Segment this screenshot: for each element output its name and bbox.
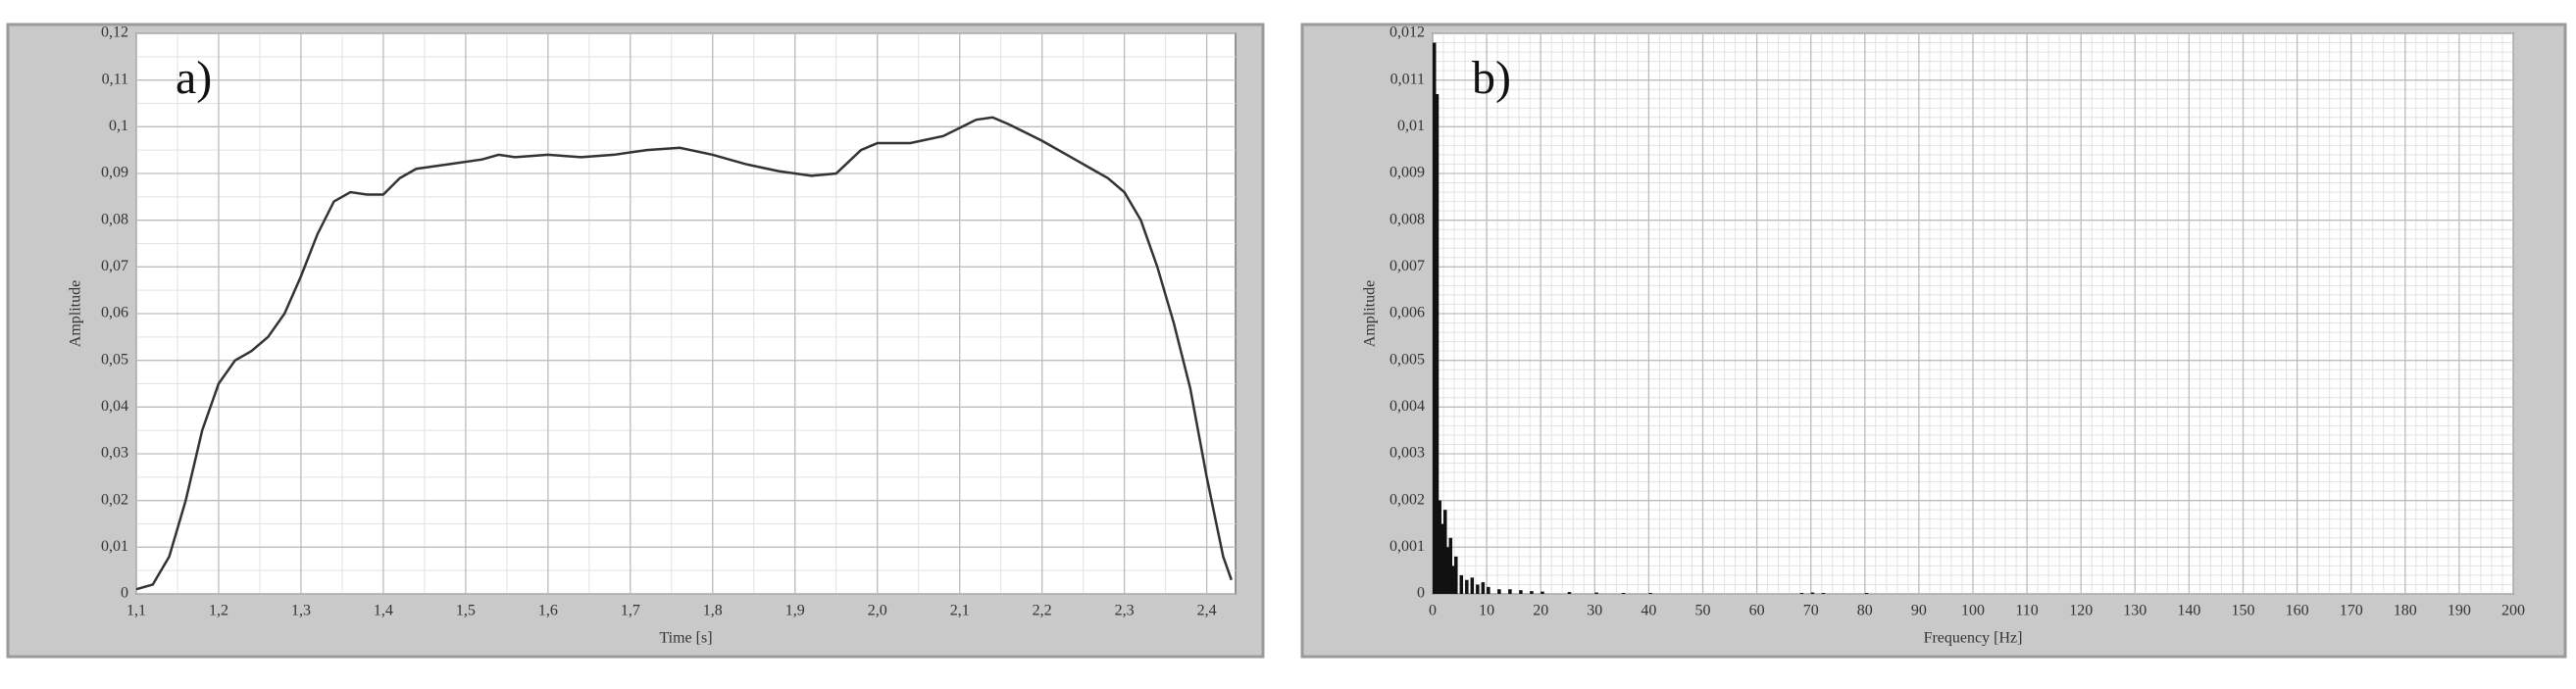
bar <box>1864 593 1869 594</box>
x-tick-label: 2,3 <box>1115 603 1135 619</box>
x-tick-label: 1,2 <box>209 603 228 619</box>
annotation: a) <box>176 52 212 104</box>
y-tick-label: 0,008 <box>1389 211 1425 227</box>
chart-panel: 0 10 20 30 40 50 60 70 80 90 100 110 120 130 140 150 160… <box>1300 23 2567 659</box>
x-tick-label: 2,0 <box>868 603 887 619</box>
y-tick-label: 0,004 <box>1389 398 1425 415</box>
y-tick-label: 0,02 <box>101 491 128 508</box>
y-tick-label: 0,003 <box>1389 445 1425 462</box>
bar <box>1435 93 1440 594</box>
y-tick-label: 0,001 <box>1389 538 1425 555</box>
bar <box>1459 574 1464 594</box>
x-tick-label: 90 <box>1911 603 1927 619</box>
y-tick-label: 0 <box>1417 585 1425 602</box>
x-tick-label: 1,6 <box>538 603 558 619</box>
y-tick-label: 0,005 <box>1389 351 1425 368</box>
x-tick-label: 70 <box>1803 603 1819 619</box>
x-tick-label: 10 <box>1479 603 1494 619</box>
bar <box>1621 593 1626 594</box>
x-tick-label: 180 <box>2394 603 2417 619</box>
bar <box>1810 592 1815 594</box>
x-tick-label: 160 <box>2286 603 2309 619</box>
y-tick-label: 0,002 <box>1389 491 1425 508</box>
y-axis-label: Amplitude <box>68 280 84 347</box>
x-axis-label: Frequency [Hz] <box>1924 630 2023 647</box>
chart-panel: 1,1 1,2 1,3 1,4 1,5 1,6 1,7 1,8 1,9 2,0 2,1 2,2 2,3 2… <box>6 23 1265 659</box>
x-tick-label: 30 <box>1587 603 1602 619</box>
x-tick-label: 1,7 <box>621 603 640 619</box>
x-tick-label: 0 <box>1429 603 1437 619</box>
y-tick-label: 0,03 <box>101 445 128 462</box>
y-tick-label: 0,07 <box>101 258 128 274</box>
bar <box>1448 537 1453 594</box>
x-tick-label: 150 <box>2232 603 2255 619</box>
y-tick-label: 0,011 <box>1390 71 1425 87</box>
bar <box>1481 582 1486 594</box>
bar <box>1433 42 1437 595</box>
x-tick-label: 1,4 <box>374 603 393 619</box>
bar <box>1445 547 1450 594</box>
x-tick-label: 190 <box>2448 603 2471 619</box>
x-tick-label: 1,1 <box>126 603 146 619</box>
y-axis-label: Amplitude <box>1362 280 1379 347</box>
bar <box>1508 589 1512 594</box>
bar <box>1440 523 1444 594</box>
x-tick-label: 40 <box>1641 603 1656 619</box>
x-tick-label: 2,4 <box>1197 603 1217 619</box>
bar <box>1487 586 1490 594</box>
y-tick-label: 0,1 <box>109 118 128 134</box>
bar <box>1443 510 1447 594</box>
data-line <box>135 116 1233 591</box>
y-tick-label: 0,12 <box>101 25 128 41</box>
y-tick-label: 0,006 <box>1389 305 1425 321</box>
y-tick-label: 0,09 <box>101 165 128 181</box>
y-tick-label: 0,05 <box>101 351 128 368</box>
x-tick-label: 80 <box>1857 603 1873 619</box>
y-tick-label: 0,009 <box>1389 165 1425 181</box>
x-tick-label: 200 <box>2501 603 2525 619</box>
y-tick-label: 0,012 <box>1389 25 1425 41</box>
x-tick-label: 1,5 <box>456 603 476 619</box>
x-tick-label: 2,1 <box>950 603 970 619</box>
x-tick-label: 60 <box>1749 603 1765 619</box>
bar <box>1567 592 1572 594</box>
bar <box>1519 590 1523 594</box>
x-tick-label: 1,3 <box>291 603 311 619</box>
bar <box>1594 592 1598 594</box>
x-tick-label: 2,2 <box>1033 603 1052 619</box>
x-tick-label: 1,8 <box>703 603 723 619</box>
x-tick-label: 20 <box>1533 603 1548 619</box>
x-axis-label: Time [s] <box>659 630 712 647</box>
x-tick-label: 100 <box>1961 603 1985 619</box>
bar <box>1465 579 1469 594</box>
y-tick-label: 0,08 <box>101 211 128 227</box>
bar <box>1541 591 1544 594</box>
y-tick-label: 0,11 <box>102 71 128 87</box>
bar <box>1476 584 1480 594</box>
x-tick-label: 1,9 <box>785 603 805 619</box>
bar <box>1799 593 1804 594</box>
x-tick-label: 120 <box>2069 603 2093 619</box>
y-tick-label: 0,04 <box>101 398 128 415</box>
x-tick-label: 50 <box>1695 603 1711 619</box>
bar <box>1648 593 1652 594</box>
y-tick-label: 0 <box>121 585 128 602</box>
bar <box>1451 566 1455 594</box>
x-tick-label: 110 <box>2015 603 2038 619</box>
bar <box>1821 593 1826 594</box>
x-tick-label: 170 <box>2340 603 2363 619</box>
y-tick-label: 0,06 <box>101 305 128 321</box>
bar <box>1497 589 1501 594</box>
y-tick-label: 0,01 <box>1397 118 1425 134</box>
annotation: b) <box>1472 52 1511 104</box>
bar <box>1454 556 1458 594</box>
bar <box>1438 500 1442 594</box>
y-tick-label: 0,01 <box>101 538 128 555</box>
x-tick-label: 140 <box>2177 603 2200 619</box>
x-tick-label: 130 <box>2123 603 2147 619</box>
bar <box>1470 577 1475 594</box>
y-tick-label: 0,007 <box>1389 258 1425 274</box>
bar <box>1530 591 1534 594</box>
